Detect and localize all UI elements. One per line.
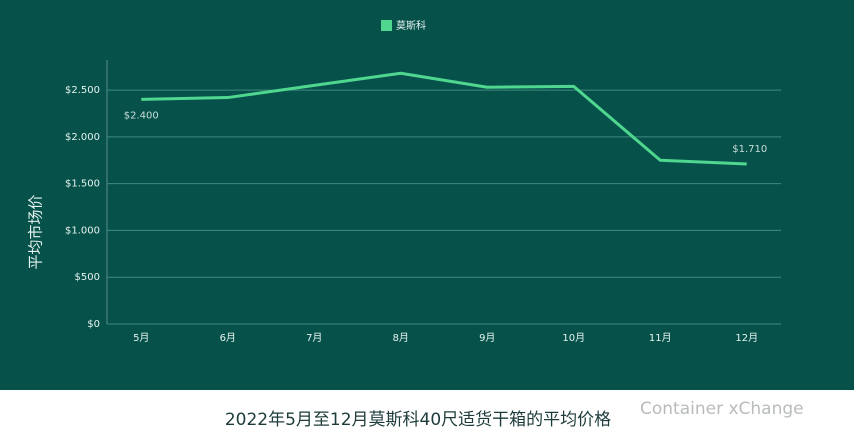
x-tick-label: 5月	[133, 332, 149, 344]
legend-label: 莫斯科	[396, 19, 426, 32]
y-tick-label: $2.000	[65, 132, 100, 143]
data-label: $2.400	[124, 110, 159, 121]
y-tick-label: $1.500	[65, 179, 100, 190]
data-line	[141, 71, 747, 166]
x-tick-label: 8月	[393, 332, 409, 344]
x-tick-label: 9月	[479, 332, 495, 344]
x-tick-label: 11月	[649, 332, 672, 344]
y-tick-label: $500	[75, 272, 100, 283]
plot-background	[0, 0, 854, 390]
x-tick-label: 7月	[306, 332, 322, 344]
caption: 2022年5月至12月莫斯科40尺适货干箱的平均价格	[225, 410, 611, 430]
x-tick-label: 10月	[562, 332, 585, 344]
x-tick-label: 12月	[735, 332, 758, 344]
watermark: Container xChange	[640, 399, 804, 419]
y-tick-label: $2.500	[65, 85, 100, 96]
data-label: $1.710	[732, 144, 767, 155]
y-tick-label: $1.000	[65, 225, 100, 236]
y-tick-label: $0	[87, 319, 100, 330]
y-axis-title: 平均市场价	[27, 194, 45, 269]
x-tick-label: 6月	[220, 332, 236, 344]
legend-swatch	[381, 20, 392, 31]
